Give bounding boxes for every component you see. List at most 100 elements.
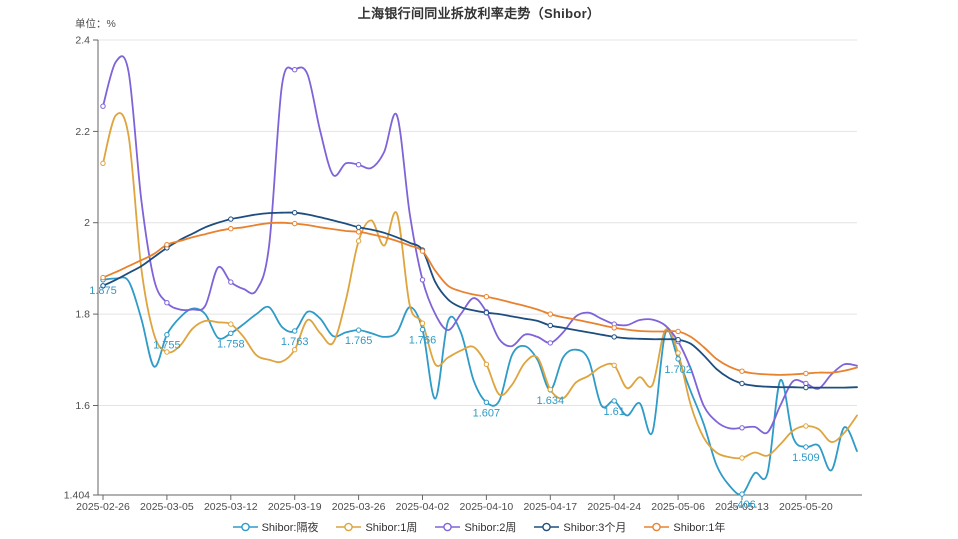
y-tick-label: 1.404 [64,490,90,502]
x-tick-label: 2025-04-02 [396,501,450,513]
series-line-1-Shibor:1周[interactable] [102,112,858,460]
legend-item-label: Shibor:1周 [365,522,418,534]
data-point-marker[interactable] [419,277,426,283]
x-tick-label: 2025-04-24 [587,501,641,513]
data-point-marker[interactable] [292,328,298,334]
y-tick-label: 2 [84,217,90,229]
legend-item-4[interactable]: Shibor:1年 [644,519,725,535]
data-point-marker[interactable] [483,361,490,367]
legend-line-icon [435,522,461,532]
series-line-0-Shibor:隔夜[interactable] [102,276,858,496]
data-point-marker[interactable] [611,398,617,404]
legend-line-icon [336,522,362,532]
data-point-marker[interactable] [611,362,617,368]
data-point-marker[interactable] [164,349,170,355]
data-point-marker[interactable] [739,455,745,461]
legend-item-1[interactable]: Shibor:1周 [336,519,417,535]
legend-item-2[interactable]: Shibor:2周 [435,519,516,535]
x-tick-label: 2025-03-19 [268,501,322,513]
x-tick-label: 2025-03-05 [140,501,194,513]
data-point-marker[interactable] [292,67,298,73]
data-point-marker[interactable] [164,332,170,338]
data-point-marker[interactable] [483,294,490,300]
point-value-label: 1.758 [217,338,245,350]
data-point-marker[interactable] [483,310,490,316]
series-point-labels: 1.875 1.755 1.758 1.763 1.765 1.766 1.607 1.634… [89,285,819,511]
data-point-marker[interactable] [419,248,426,254]
legend-item-label: Shibor:3个月 [563,522,627,534]
data-point-marker[interactable] [100,103,106,109]
legend-item-0[interactable]: Shibor:隔夜 [232,519,319,535]
point-value-label: 1.509 [792,452,820,464]
series-markers [100,67,809,497]
data-point-marker[interactable] [675,337,681,343]
data-point-marker[interactable] [355,238,362,244]
chart-legend: Shibor:隔夜 Shibor:1周 Shibor:2周 Shibor:3个月 Shi… [0,519,958,535]
data-point-marker[interactable] [803,370,809,377]
point-value-label: 1.766 [409,335,437,347]
legend-line-icon [232,522,258,532]
x-axis-labels: 2025-02-26 2025-03-05 2025-03-12 2025-03-19… [76,501,833,513]
series-line-4-Shibor:1年[interactable] [102,221,858,376]
axes [93,39,862,500]
data-point-marker[interactable] [228,330,234,336]
data-point-marker[interactable] [228,216,234,222]
data-point-marker[interactable] [803,444,809,450]
series-line-2-Shibor:2周[interactable] [102,55,858,435]
data-point-marker[interactable] [228,321,234,327]
point-value-label: 1.406 [728,499,756,511]
legend-item-label: Shibor:1年 [673,522,726,534]
legend-line-icon [644,522,670,532]
data-point-marker[interactable] [675,328,681,335]
data-point-marker[interactable] [803,384,809,391]
data-point-marker[interactable] [803,423,809,429]
data-point-marker[interactable] [483,399,490,405]
data-point-marker[interactable] [547,311,553,317]
data-point-marker[interactable] [611,325,617,331]
data-point-marker[interactable] [739,380,745,387]
data-point-marker[interactable] [228,226,234,232]
data-point-marker[interactable] [355,229,362,235]
legend-item-3[interactable]: Shibor:3个月 [534,519,626,535]
x-tick-label: 2025-03-26 [332,501,386,513]
data-point-marker[interactable] [675,350,681,356]
data-point-marker[interactable] [100,160,106,167]
data-point-marker[interactable] [739,491,745,497]
y-tick-label: 1.6 [75,400,90,412]
data-point-marker[interactable] [100,283,106,289]
point-value-label: 1.875 [89,285,117,297]
data-point-marker[interactable] [739,368,745,374]
data-point-marker[interactable] [355,162,362,168]
legend-line-icon [534,522,560,532]
data-point-marker[interactable] [164,242,170,248]
data-point-marker[interactable] [292,210,298,216]
point-value-label: 1.634 [537,395,565,407]
x-tick-label: 2025-05-20 [779,501,833,513]
data-point-marker[interactable] [675,356,681,362]
legend-item-label: Shibor:隔夜 [261,522,319,534]
y-tick-label: 2.4 [75,35,90,47]
data-point-marker[interactable] [100,274,106,281]
data-point-marker[interactable] [292,347,298,353]
data-point-marker[interactable] [355,327,362,333]
data-point-marker[interactable] [164,300,170,306]
data-point-marker[interactable] [547,386,553,393]
data-point-marker[interactable] [611,334,617,340]
x-tick-label: 2025-05-13 [715,501,769,513]
series-line-3-Shibor:3个月[interactable] [102,211,858,389]
data-point-marker[interactable] [547,340,553,346]
data-point-marker[interactable] [739,425,745,431]
point-value-label: 1.755 [153,340,181,352]
data-point-marker[interactable] [419,326,426,333]
data-point-marker[interactable] [547,322,553,329]
data-point-marker[interactable] [228,279,234,285]
data-point-marker[interactable] [355,224,362,231]
y-axis-labels: 2.4 2.2 2 1.8 1.6 1.404 [64,35,90,502]
data-point-marker[interactable] [292,220,298,227]
data-point-marker[interactable] [419,320,426,326]
point-value-label: 1.61 [603,406,624,418]
unit-label: 单位：% [75,18,116,30]
legend-item-label: Shibor:2周 [464,522,517,534]
x-tick-label: 2025-04-17 [523,501,577,513]
